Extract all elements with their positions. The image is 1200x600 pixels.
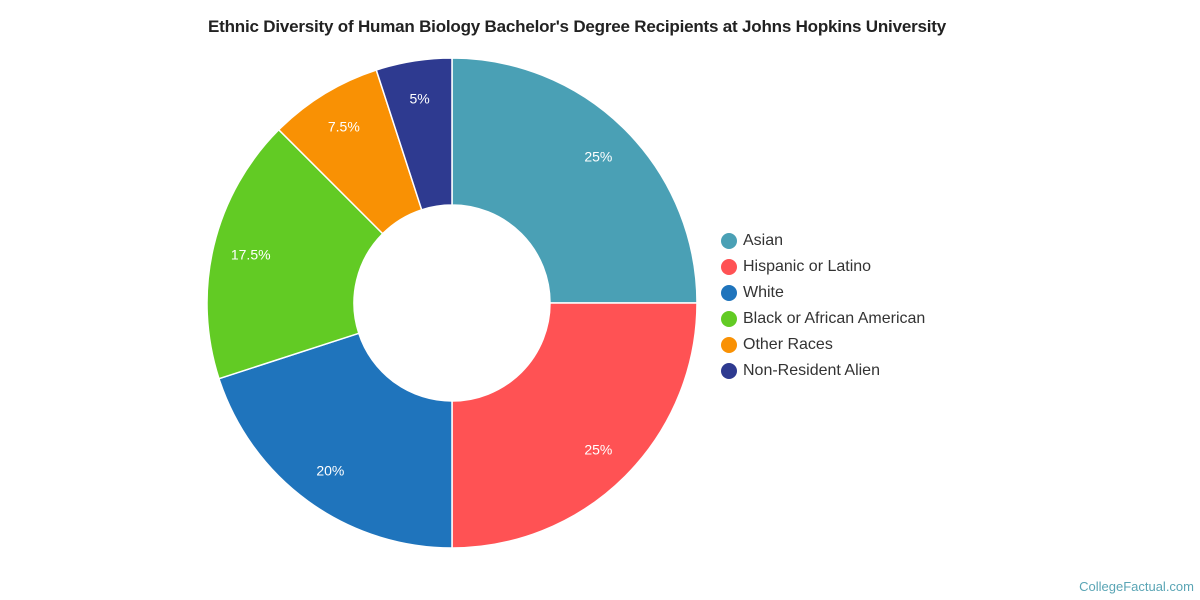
legend-dot-icon — [721, 337, 737, 353]
legend-dot-icon — [721, 233, 737, 249]
slice-black-or-african-american[interactable] — [206, 128, 384, 380]
legend-item-white[interactable]: White — [721, 280, 925, 306]
slice-hispanic-or-latino[interactable] — [451, 302, 698, 549]
credit-link[interactable]: CollegeFactual.com — [1079, 579, 1194, 594]
slice-value-label: 17.5% — [231, 247, 271, 263]
slice-non-resident-alien[interactable] — [375, 57, 453, 211]
legend: Asian Hispanic or Latino White Black or … — [721, 228, 925, 384]
slice-value-label: 7.5% — [328, 119, 360, 135]
legend-label: Other Races — [743, 336, 833, 353]
legend-item-non-resident-alien[interactable]: Non-Resident Alien — [721, 358, 925, 384]
slice-value-label: 20% — [316, 462, 344, 478]
legend-label: Hispanic or Latino — [743, 258, 872, 275]
legend-label: White — [743, 284, 784, 301]
legend-dot-icon — [721, 285, 737, 301]
legend-label: Non-Resident Alien — [743, 362, 880, 379]
legend-item-other-races[interactable]: Other Races — [721, 332, 925, 358]
slice-asian[interactable] — [451, 57, 698, 304]
legend-label: Black or African American — [743, 310, 926, 327]
chart-title: Ethnic Diversity of Human Biology Bachel… — [207, 17, 946, 36]
legend-label: Asian — [743, 232, 784, 249]
donut-slices — [206, 57, 698, 549]
legend-item-asian[interactable]: Asian — [721, 228, 925, 254]
slice-value-label: 25% — [584, 441, 612, 457]
legend-item-black-or-african-american[interactable]: Black or African American — [721, 306, 925, 332]
legend-item-hispanic-or-latino[interactable]: Hispanic or Latino — [721, 254, 925, 280]
legend-dot-icon — [721, 311, 737, 327]
slice-value-label: 5% — [410, 91, 430, 107]
legend-dot-icon — [721, 259, 737, 275]
legend-dot-icon — [721, 363, 737, 379]
slice-white[interactable] — [218, 332, 453, 549]
slice-value-label: 25% — [584, 149, 612, 165]
slice-labels: 25% 25% 20% 17.5% 7.5% 5% — [231, 91, 613, 479]
